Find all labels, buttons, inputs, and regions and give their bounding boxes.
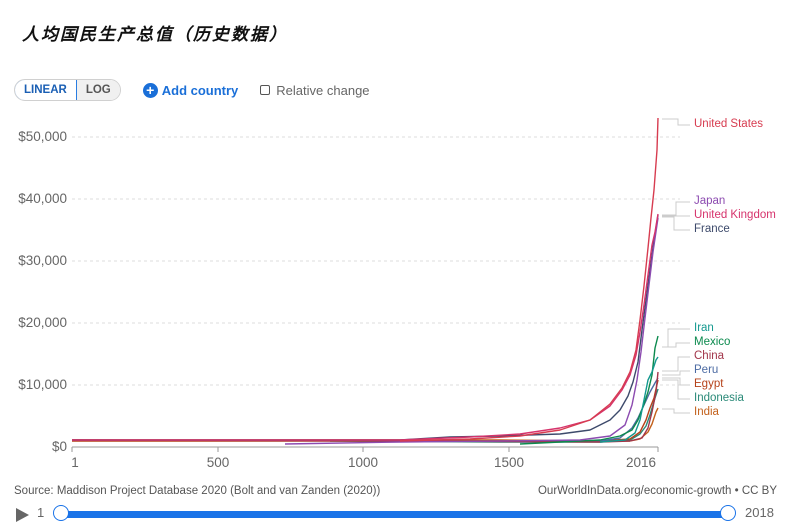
legend-label-china[interactable]: China xyxy=(694,350,725,362)
y-tick-label: $40,000 xyxy=(18,191,67,206)
timeline: 1 2018 xyxy=(0,502,789,526)
y-tick-label: $30,000 xyxy=(18,253,67,268)
y-tick-label: $50,000 xyxy=(18,129,67,144)
y-tick-label: $20,000 xyxy=(18,315,67,330)
x-tick-label: 1000 xyxy=(347,455,379,470)
linear-scale-button[interactable]: LINEAR xyxy=(14,80,77,100)
relative-change-checkbox[interactable]: Relative change xyxy=(260,82,370,98)
x-tick-label: 1500 xyxy=(493,455,525,470)
timeline-end-year: 2018 xyxy=(745,505,774,520)
gridlines xyxy=(72,136,680,386)
legend-label-india[interactable]: India xyxy=(694,406,719,418)
x-tick-label: 1 xyxy=(71,455,79,470)
log-scale-button[interactable]: LOG xyxy=(76,80,120,100)
timeline-end-handle[interactable] xyxy=(720,505,736,521)
plus-circle-icon: + xyxy=(142,82,158,98)
legend-label-united-states[interactable]: United States xyxy=(694,118,764,130)
scale-toggle: LINEAR LOG xyxy=(14,79,121,101)
legend-label-mexico[interactable]: Mexico xyxy=(694,336,731,348)
play-icon[interactable] xyxy=(16,508,29,522)
x-tick-label: 500 xyxy=(206,455,230,470)
timeline-start-year: 1 xyxy=(37,505,45,520)
chart-toolbar: LINEAR LOG + Add country Relative change xyxy=(14,79,370,101)
timeline-start-handle[interactable] xyxy=(53,505,69,521)
label-connectors xyxy=(662,118,690,414)
y-tick-label: $0 xyxy=(51,439,67,454)
source-note: Source: Maddison Project Database 2020 (… xyxy=(14,485,381,497)
chart-title: 人均国民生产总值（历史数据） xyxy=(22,25,288,45)
legend-label-france[interactable]: France xyxy=(694,223,730,235)
legend-label-united-kingdom[interactable]: United Kingdom xyxy=(694,209,776,221)
add-country-label: Add country xyxy=(161,82,239,98)
checkbox-icon xyxy=(260,85,271,95)
timeline-slider-track[interactable] xyxy=(60,511,728,518)
relative-change-label: Relative change xyxy=(276,82,370,98)
x-tick-label: 2016 xyxy=(625,455,657,470)
legend-label-peru[interactable]: Peru xyxy=(694,364,719,376)
legend-label-iran[interactable]: Iran xyxy=(694,322,714,334)
credit-link[interactable]: OurWorldInData.org/economic-growth • CC … xyxy=(537,485,777,497)
legend-label-japan[interactable]: Japan xyxy=(694,195,726,207)
legend-label-egypt[interactable]: Egypt xyxy=(694,378,724,390)
x-axis xyxy=(71,446,659,452)
add-country-button[interactable]: + Add country xyxy=(142,82,239,98)
y-tick-label: $10,000 xyxy=(18,377,67,392)
legend-label-indonesia[interactable]: Indonesia xyxy=(694,392,744,404)
